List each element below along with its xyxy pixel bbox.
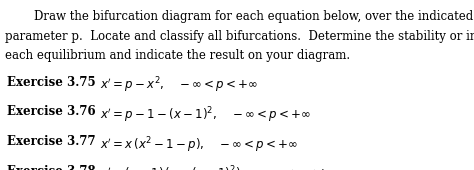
Text: $x' = x\,(x^2 - 1 - p), \quad -\infty < p < +\infty$: $x' = x\,(x^2 - 1 - p), \quad -\infty < … — [100, 135, 298, 155]
Text: Exercise 3.78: Exercise 3.78 — [7, 165, 96, 170]
Text: each equilibrium and indicate the result on your diagram.: each equilibrium and indicate the result… — [5, 49, 350, 62]
Text: Exercise 3.75: Exercise 3.75 — [7, 76, 96, 89]
Text: parameter p.  Locate and classify all bifurcations.  Determine the stability or : parameter p. Locate and classify all bif… — [5, 30, 474, 43]
Text: Exercise 3.76: Exercise 3.76 — [7, 105, 96, 118]
Text: $x' = p - 1 - (x-1)^2, \quad -\infty < p < +\infty$: $x' = p - 1 - (x-1)^2, \quad -\infty < p… — [100, 105, 310, 125]
Text: $x' = p - x^2, \quad -\infty < p < +\infty$: $x' = p - x^2, \quad -\infty < p < +\inf… — [100, 76, 258, 95]
Text: $x' = (x-1)\,(p-(x-1)^2), \quad -\infty < p < +\infty$: $x' = (x-1)\,(p-(x-1)^2), \quad -\infty … — [100, 165, 337, 170]
Text: Exercise 3.77: Exercise 3.77 — [7, 135, 96, 148]
Text: Draw the bifurcation diagram for each equation below, over the indicated range o: Draw the bifurcation diagram for each eq… — [19, 10, 474, 23]
